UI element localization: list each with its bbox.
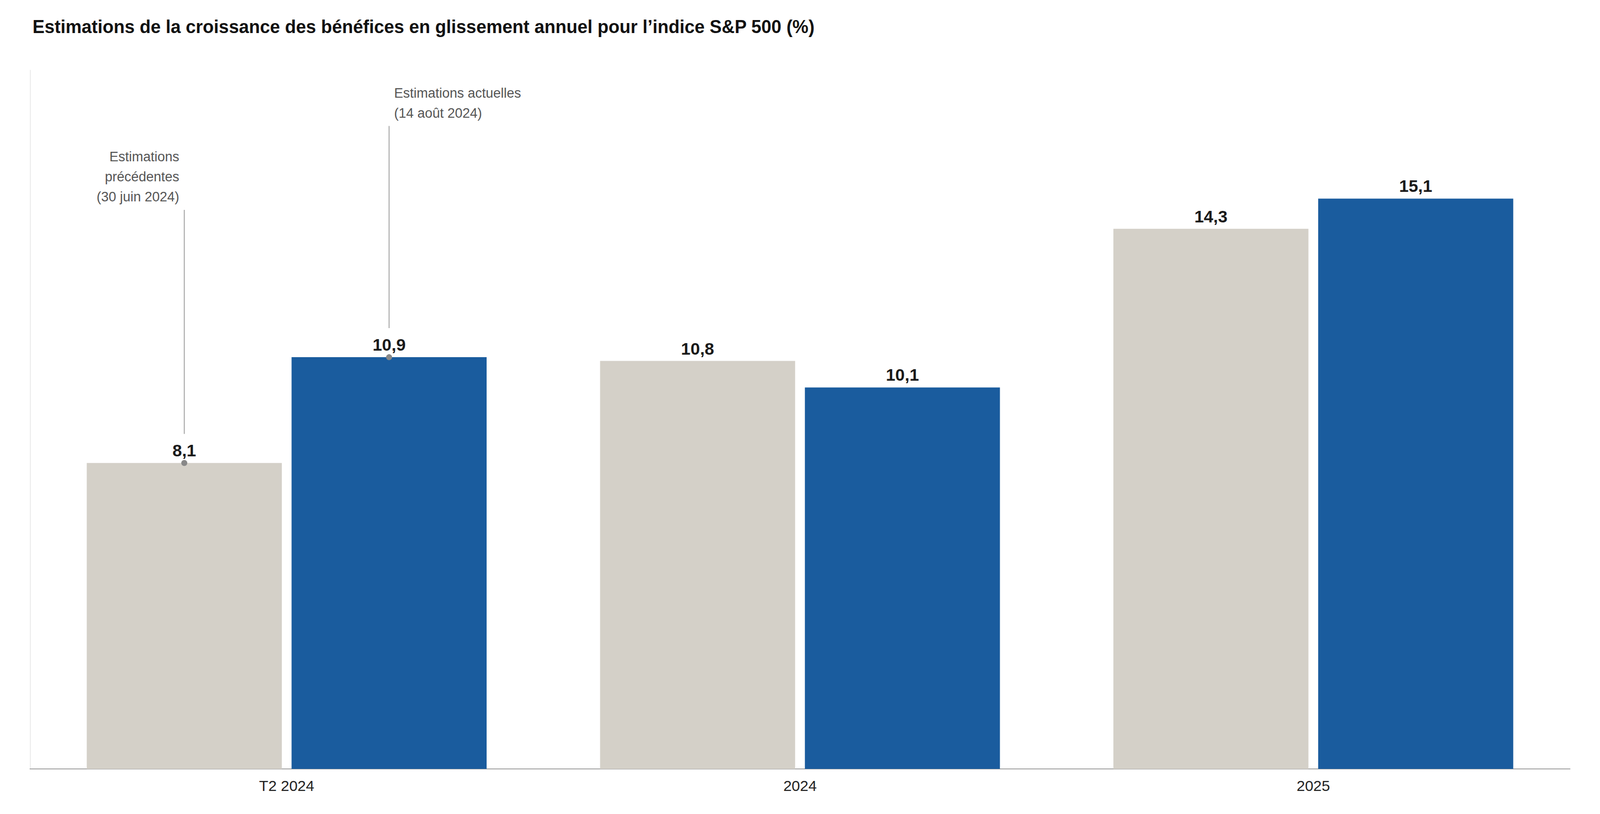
svg-text:15,1: 15,1 [1399,176,1433,196]
svg-text:14,3: 14,3 [1194,206,1228,226]
svg-text:(30 juin 2024): (30 juin 2024) [96,189,180,205]
svg-text:2024: 2024 [783,776,818,794]
svg-text:T2 2024: T2 2024 [259,776,315,794]
svg-text:10,1: 10,1 [885,364,919,384]
svg-text:précédentes: précédentes [105,169,180,185]
svg-text:Estimations actuelles: Estimations actuelles [393,85,522,101]
svg-text:10,9: 10,9 [372,334,406,354]
svg-text:(14 août 2024): (14 août 2024) [393,105,483,121]
svg-text:Estimations de la croissance d: Estimations de la croissance des bénéfic… [32,16,815,38]
svg-text:2025: 2025 [1296,776,1331,794]
svg-text:8,1: 8,1 [172,440,196,460]
svg-text:10,8: 10,8 [680,338,714,358]
svg-text:Estimations: Estimations [109,149,180,165]
